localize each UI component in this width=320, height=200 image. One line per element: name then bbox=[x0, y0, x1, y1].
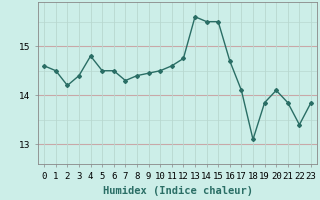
X-axis label: Humidex (Indice chaleur): Humidex (Indice chaleur) bbox=[103, 186, 252, 196]
